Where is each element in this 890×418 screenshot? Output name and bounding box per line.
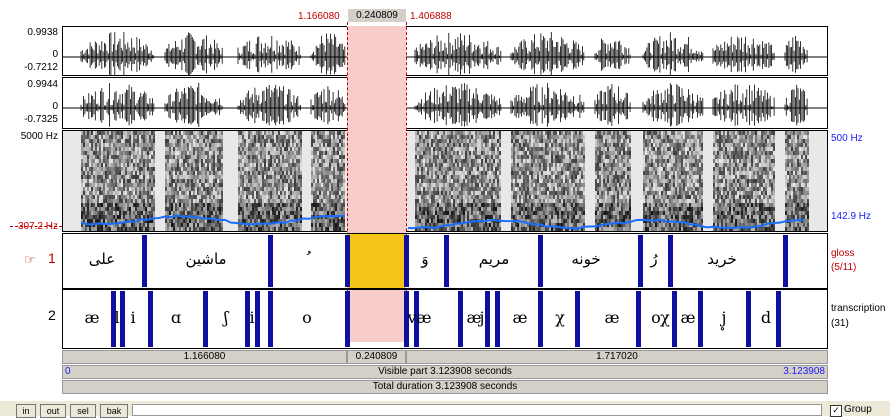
selected-interval[interactable] — [347, 234, 405, 288]
tier-interval-label: على — [89, 250, 115, 268]
tier-1-pointer: ☞ — [24, 252, 36, 268]
tier-interval-label: i — [249, 308, 254, 327]
ch1-min: -0.7212 — [24, 62, 58, 73]
tier-boundary[interactable] — [746, 291, 751, 347]
ch1-zero: 0 — [52, 49, 58, 60]
tier-1-name: gloss — [831, 248, 854, 259]
tier-boundary[interactable] — [485, 291, 490, 347]
group-checkbox[interactable]: ✓ — [830, 405, 842, 417]
tier-boundary[interactable] — [345, 235, 350, 287]
waveform-channel-2[interactable] — [62, 77, 828, 129]
tier-boundary[interactable] — [495, 291, 500, 347]
tier-interval-label: j — [480, 308, 485, 327]
tier-interval-label: مریم — [479, 250, 509, 268]
tier-boundary[interactable] — [783, 235, 788, 287]
tier-boundary[interactable] — [268, 291, 273, 347]
tier-interval-label: v — [407, 308, 416, 327]
visible-end: 3.123908 — [783, 366, 825, 378]
tier-boundary[interactable] — [458, 291, 463, 347]
visible-part-bar[interactable]: 0 Visible part 3.123908 seconds 3.123908 — [62, 365, 828, 379]
tier-boundary[interactable] — [404, 235, 409, 287]
tier-interval-label: o — [302, 308, 312, 327]
group-label: Group — [844, 404, 872, 415]
tier-2-name: transcription — [831, 303, 885, 314]
tier-boundary[interactable] — [203, 291, 208, 347]
ch1-max: 0.9938 — [27, 27, 58, 38]
tier-interval-label: j̥ — [722, 308, 727, 327]
tier-interval-label: d — [761, 308, 771, 327]
tier-boundary[interactable] — [636, 291, 641, 347]
waveform-channel-1[interactable] — [62, 26, 828, 76]
tier-boundary[interactable] — [444, 235, 449, 287]
visible-part-text: Visible part 3.123908 seconds — [378, 366, 512, 377]
tier-interval-label: ʃ — [224, 308, 228, 327]
tier-interval-label: æ — [512, 308, 527, 327]
tier-interval-label: l — [114, 308, 119, 327]
tier-interval-label: æ — [604, 308, 619, 327]
tier-1-count: (5/11) — [831, 262, 856, 273]
tier-boundary[interactable] — [148, 291, 153, 347]
tier-interval-label: خونه — [571, 250, 600, 268]
tier-2-number: 2 — [48, 307, 56, 323]
tier-interval-label: i — [130, 308, 135, 327]
spectro-top-freq: 5000 Hz — [21, 131, 58, 142]
tier-interval-label: ماشين — [185, 250, 226, 268]
right-time-bar[interactable]: 1.717020 — [406, 350, 828, 364]
tier-interval-label: خرید — [707, 250, 737, 268]
selection-start-time: 1.166080 — [298, 11, 340, 22]
waveform-2-svg — [63, 78, 827, 128]
left-time-bar[interactable]: 1.166080 — [62, 350, 347, 364]
tier-boundary[interactable] — [538, 235, 543, 287]
tier-boundary[interactable] — [672, 291, 677, 347]
tier-boundary[interactable] — [268, 235, 273, 287]
pitch-bottom-right: 142.9 Hz — [831, 211, 871, 222]
tier-interval-label: æ — [416, 308, 431, 327]
selection-time-bar[interactable]: 0.240809 — [347, 350, 406, 364]
spectrogram-svg — [63, 131, 827, 231]
total-duration-bar[interactable]: Total duration 3.123908 seconds — [62, 380, 828, 394]
selection-duration: 0.240809 — [348, 9, 406, 22]
tier-interval-label: ɑ — [171, 308, 181, 327]
pitch-floor-line — [10, 226, 62, 227]
tier-boundary[interactable] — [776, 291, 781, 347]
tier-interval-label: وَ — [421, 250, 428, 268]
ch2-max: 0.9944 — [27, 79, 58, 90]
visible-start: 0 — [65, 366, 71, 378]
tier-boundary[interactable] — [345, 291, 350, 347]
selection-end-time: 1.406888 — [410, 11, 452, 22]
pitch-top-right: 500 Hz — [831, 133, 863, 144]
tier-interval-label: æ — [680, 308, 695, 327]
tier-interval-label: رُ — [650, 250, 657, 268]
tier-interval-label: æ — [84, 308, 99, 327]
tier-boundary[interactable] — [538, 291, 543, 347]
tier-boundary[interactable] — [638, 235, 643, 287]
ch2-min: -0.7325 — [24, 114, 58, 125]
tier-2-count: (31) — [831, 318, 849, 329]
tier-boundary[interactable] — [698, 291, 703, 347]
tier-boundary[interactable] — [142, 235, 147, 287]
spectrogram[interactable] — [62, 130, 828, 232]
tier-boundary[interactable] — [575, 291, 580, 347]
tier-1-number: 1 — [48, 250, 56, 266]
tier-interval-label: χ — [555, 308, 565, 327]
ch2-zero: 0 — [52, 101, 58, 112]
tier-boundary[interactable] — [255, 291, 260, 347]
tier-interval-label: χ — [660, 308, 670, 327]
horizontal-scrollbar[interactable] — [132, 404, 822, 416]
tier-boundary[interactable] — [120, 291, 125, 347]
tier-boundary[interactable] — [668, 235, 673, 287]
waveform-1-svg — [63, 27, 827, 75]
